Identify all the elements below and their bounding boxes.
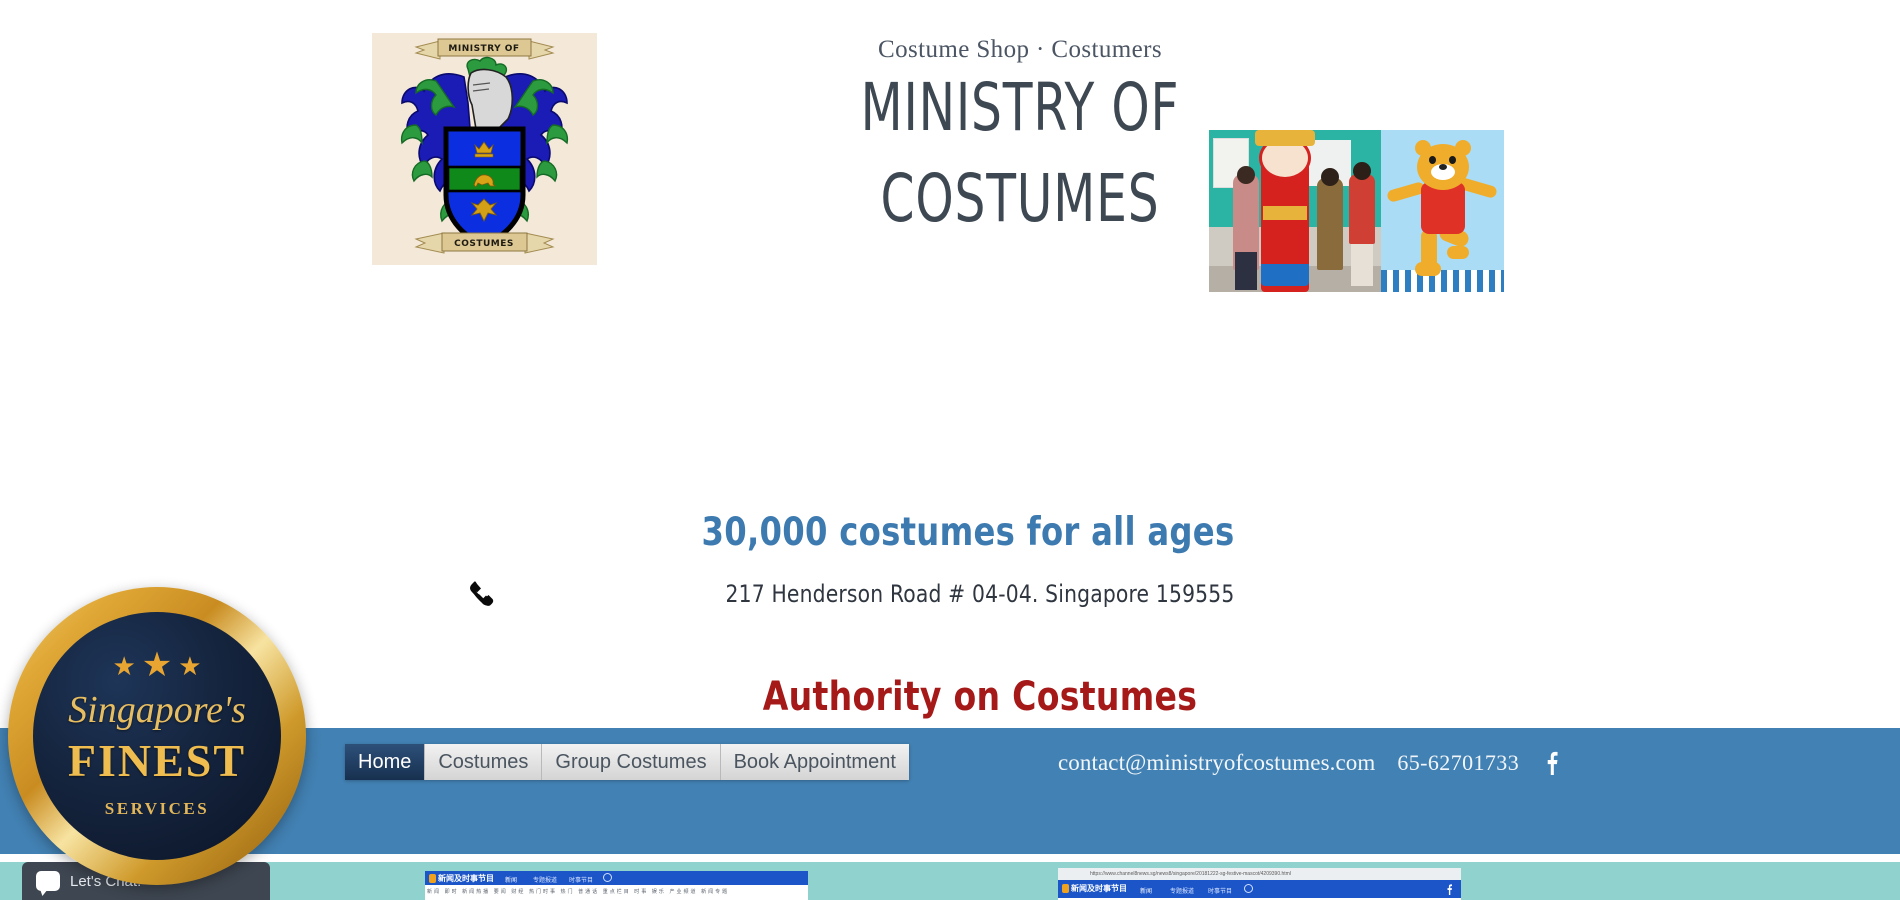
hero-authority-heading: Authority on Costumes [762, 674, 1198, 720]
press-left-menu-3: 时事节目 [569, 877, 594, 884]
photo-b-tiger-eye-left [1429, 156, 1436, 164]
press-right-blue-bar [1058, 880, 1461, 898]
press-right-menu-2: 专题报道 [1170, 888, 1195, 895]
press-left-search-icon[interactable] [603, 873, 612, 882]
nav-tab-group-costumes[interactable]: Group Costumes [542, 744, 721, 780]
contact-email[interactable]: contact@ministryofcostumes.com [1058, 750, 1376, 775]
photo-b-tiger-shirt [1421, 182, 1465, 234]
photo-b-tiger-foot-right [1447, 246, 1469, 259]
navigation-band [0, 728, 1900, 854]
phone-handset-icon[interactable] [466, 578, 498, 610]
nav-tab-book-appointment[interactable]: Book Appointment [720, 744, 909, 780]
singapores-finest-services-badge[interactable]: ★ ★ ★ Singapore's FINEST SERVICES [8, 587, 306, 885]
crest-artwork: MINISTRY OF [400, 38, 569, 254]
press-right-logo-mark [1062, 884, 1069, 893]
photo-a-person-1-head [1237, 166, 1255, 184]
press-left-subnav-text: 新闻 即时 新闻热播 要闻 财经 热门时事 热门 普通话 重点栏目 时事 娱乐 … [427, 889, 730, 895]
press-left-logo-text: 新闻及时事节目 [438, 874, 494, 883]
svg-text:MINISTRY OF: MINISTRY OF [448, 44, 519, 54]
badge-star-rating: ★ ★ ★ [112, 648, 202, 682]
photo-a-person-3-head [1353, 162, 1371, 180]
facebook-icon[interactable] [1541, 751, 1561, 775]
nav-tab-home[interactable]: Home [345, 744, 426, 780]
main-navigation[interactable]: Home Costumes Group Costumes Book Appoin… [345, 744, 909, 780]
press-left-menu-1: 新闻 [505, 877, 518, 884]
press-left-blue-bar [425, 871, 808, 885]
press-right-menu-1: 新闻 [1140, 888, 1153, 895]
site-tagline: Costume Shop · Costumers [878, 36, 1162, 63]
contact-phone[interactable]: 65-62701733 [1397, 750, 1520, 775]
photo-a-mascot-hem [1261, 264, 1309, 286]
badge-inner-disc: ★ ★ ★ Singapore's FINEST SERVICES [33, 612, 281, 860]
hero-headline: 30,000 costumes for all ages [701, 510, 1235, 555]
page-title: MINISTRY OF COSTUMES [860, 69, 1180, 238]
mascot-photo-pair[interactable] [1209, 130, 1504, 292]
press-left-subnav-bar [425, 885, 808, 900]
star-icon: ★ [112, 651, 136, 681]
photo-a-person-3-legs [1351, 238, 1373, 286]
press-right-urlbar [1058, 868, 1461, 880]
photo-a-person-1-legs [1235, 252, 1257, 290]
photo-b-tiger-foot-left [1415, 262, 1441, 276]
press-screenshot-left[interactable]: 新闻及时事节目 新闻 专题报道 时事节目 新闻 即时 新闻热播 要闻 财经 热门… [425, 871, 808, 900]
press-right-logo-text: 新闻及时事节目 [1071, 884, 1127, 893]
ministry-of-costumes-crest-logo[interactable]: MINISTRY OF [372, 33, 597, 265]
photo-b-tiger-snout [1431, 164, 1455, 180]
press-right-search-icon[interactable] [1244, 884, 1253, 893]
photo-b-tiger-leg-left [1421, 230, 1437, 270]
photo-tiger-mascot[interactable] [1381, 130, 1504, 292]
press-right-menu-3: 时事节目 [1208, 888, 1233, 895]
photo-god-of-fortune-mascot[interactable] [1209, 130, 1381, 292]
bottom-teal-strip [0, 862, 1900, 900]
photo-a-person-2-head [1321, 168, 1339, 186]
chat-bubble-icon [36, 871, 60, 891]
star-icon: ★ [178, 651, 202, 681]
badge-main-text: FINEST [67, 735, 247, 786]
press-right-url[interactable]: https://www.channel8news.sg/news8/singap… [1090, 871, 1291, 877]
photo-a-mascot-hat [1255, 130, 1315, 146]
photo-b-tiger-eye-right [1449, 156, 1456, 164]
badge-script-text: Singapore's [68, 689, 246, 731]
photo-a-person-3-body [1349, 174, 1375, 244]
photo-a-mascot-belt [1263, 206, 1307, 220]
photo-b-tiger-nose [1439, 164, 1447, 170]
photo-a-person-2-body [1317, 178, 1343, 270]
svg-text:COSTUMES: COSTUMES [454, 239, 514, 249]
press-left-logo-mark [429, 874, 436, 883]
press-left-menu-2: 专题报道 [533, 877, 558, 884]
nav-tab-costumes[interactable]: Costumes [425, 744, 543, 780]
press-right-facebook-icon[interactable] [1446, 884, 1452, 895]
badge-sub-text: SERVICES [104, 799, 210, 818]
star-icon: ★ [141, 646, 173, 684]
photo-b-striped-floor [1381, 270, 1504, 292]
press-screenshot-right[interactable]: https://www.channel8news.sg/news8/singap… [1058, 868, 1461, 900]
contact-info-row: contact@ministryofcostumes.com 65-627017… [1058, 748, 1561, 778]
hero-address: 217 Henderson Road # 04-04. Singapore 15… [725, 580, 1235, 608]
